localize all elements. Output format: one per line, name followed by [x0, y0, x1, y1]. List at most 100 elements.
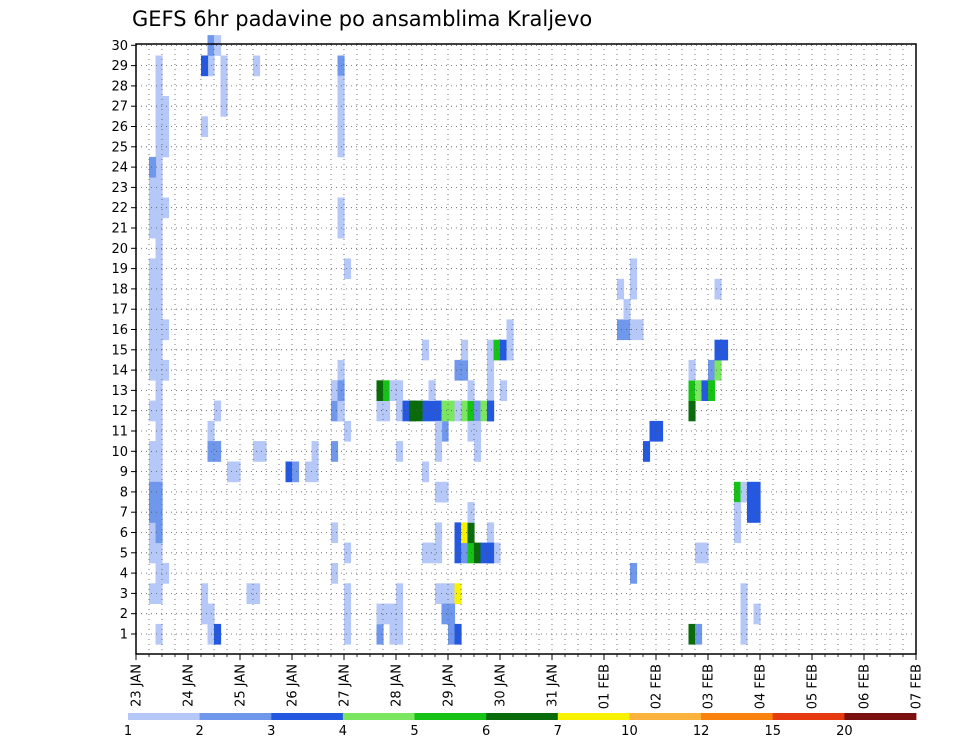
- heatmap-cell: [311, 461, 319, 483]
- heatmap-cell: [155, 116, 163, 137]
- heatmap-cell: [435, 441, 443, 462]
- y-tick-label: 20: [111, 242, 128, 257]
- colorbar-tick-label: 2: [195, 724, 203, 739]
- heatmap-cell: [331, 400, 339, 422]
- heatmap-cell: [435, 481, 443, 503]
- heatmap-cell: [422, 461, 430, 483]
- heatmap-cell: [220, 55, 228, 77]
- colorbar-swatch: [486, 713, 559, 720]
- colorbar-swatch: [629, 713, 702, 720]
- heatmap-cell: [344, 583, 352, 604]
- heatmap-cell: [740, 583, 748, 604]
- heatmap-cell: [487, 339, 495, 361]
- y-tick-label: 24: [111, 161, 128, 176]
- heatmap-cell: [630, 258, 638, 280]
- heatmap-cell: [201, 55, 209, 77]
- x-tick-label: 07 FEB: [910, 664, 925, 709]
- x-axis: 23 JAN 24 JAN 25 JAN 26 JAN 27 JAN 28 JAN 29 J…: [130, 654, 925, 709]
- heatmap-cell: [701, 380, 709, 401]
- y-tick-label: 12: [111, 404, 128, 419]
- heatmap-cell: [415, 400, 423, 422]
- y-tick-label: 1: [120, 628, 128, 643]
- colorbar-tick-label: 7: [554, 724, 562, 739]
- x-tick-label: 23 JAN: [130, 664, 145, 707]
- heatmap-cell: [506, 339, 514, 361]
- colorbar-swatch: [128, 713, 200, 720]
- heatmap-cell: [435, 583, 443, 604]
- heatmap-cell: [500, 339, 508, 361]
- heatmap-cell: [162, 197, 170, 219]
- heatmap-cell: [740, 481, 748, 503]
- heatmap-cell: [454, 623, 462, 645]
- heatmap-cell: [149, 156, 157, 178]
- heatmap-cell: [155, 238, 163, 259]
- heatmap-cell: [480, 400, 488, 422]
- heatmap-cell: [389, 380, 397, 401]
- x-tick-label: 03 FEB: [702, 664, 717, 709]
- heatmap-cell: [695, 623, 703, 645]
- y-tick-label: 19: [111, 262, 128, 277]
- heatmap-cell: [396, 583, 404, 604]
- y-tick-label: 5: [120, 546, 128, 561]
- heatmap-cell: [617, 278, 625, 300]
- heatmap-cell: [155, 623, 163, 645]
- heatmap-cell: [155, 217, 163, 239]
- chart-title: GEFS 6hr padavine po ansamblima Kraljevo: [132, 7, 592, 31]
- y-tick-label: 7: [120, 506, 128, 521]
- heatmap-cell: [753, 603, 761, 625]
- x-tick-label: 25 JAN: [234, 664, 249, 707]
- heatmap-cell: [734, 502, 742, 523]
- heatmap-cell: [474, 400, 482, 422]
- colorbar: 1 2 3 4 5 6 7 10 12 15 20: [124, 713, 917, 739]
- heatmap-cell: [441, 481, 449, 503]
- heatmap-cell: [162, 136, 170, 158]
- heatmap-cell: [435, 542, 443, 564]
- heatmap-cell: [454, 400, 462, 422]
- colorbar-tick-label: 20: [836, 724, 853, 739]
- heatmap-cell: [162, 563, 170, 584]
- heatmap-cell: [376, 400, 384, 422]
- colorbar-swatch: [557, 713, 630, 720]
- heatmap-cell: [220, 75, 228, 97]
- heatmap-cell: [376, 380, 384, 401]
- heatmap-cell: [149, 258, 157, 280]
- heatmap-cell: [149, 177, 157, 198]
- heatmap-cell: [214, 623, 222, 645]
- heatmap-cell: [155, 542, 163, 564]
- y-tick-label: 16: [111, 323, 128, 338]
- heatmap-cell: [441, 603, 449, 625]
- colorbar-tick-label: 15: [764, 724, 781, 739]
- x-tick-label: 29 JAN: [442, 664, 457, 707]
- heatmap-cell: [155, 502, 163, 523]
- heatmap-cell: [454, 522, 462, 544]
- heatmap-cell: [376, 623, 384, 645]
- heatmap-cell: [155, 177, 163, 198]
- heatmap-cell: [220, 96, 228, 117]
- heatmap-cell: [688, 623, 696, 645]
- heatmap-cell: [630, 278, 638, 300]
- x-tick-label: 30 JAN: [494, 664, 509, 707]
- heatmap-cell: [461, 522, 469, 544]
- heatmap-cell: [246, 583, 254, 604]
- colorbar-swatch: [199, 713, 272, 720]
- y-tick-label: 9: [120, 465, 128, 480]
- y-tick-label: 28: [111, 79, 128, 94]
- heatmap-cell: [227, 461, 235, 483]
- heatmap-cell: [344, 542, 352, 564]
- heatmap-cell: [461, 339, 469, 361]
- heatmap-cell: [344, 420, 352, 442]
- x-tick-label: 27 JAN: [338, 664, 353, 707]
- heatmap-cell: [149, 542, 157, 564]
- heatmap-cell: [155, 481, 163, 503]
- heatmap-cell: [149, 400, 157, 422]
- heatmap-cell: [155, 359, 163, 381]
- heatmap-cell: [155, 319, 163, 341]
- heatmap-cell: [233, 461, 241, 483]
- heatmap-cell: [396, 623, 404, 645]
- heatmap-cell: [162, 319, 170, 341]
- y-tick-label: 23: [111, 181, 128, 196]
- y-tick-label: 22: [111, 201, 128, 216]
- heatmap-cell: [630, 319, 638, 341]
- heatmap-cell: [454, 359, 462, 381]
- heatmap-cell: [155, 339, 163, 361]
